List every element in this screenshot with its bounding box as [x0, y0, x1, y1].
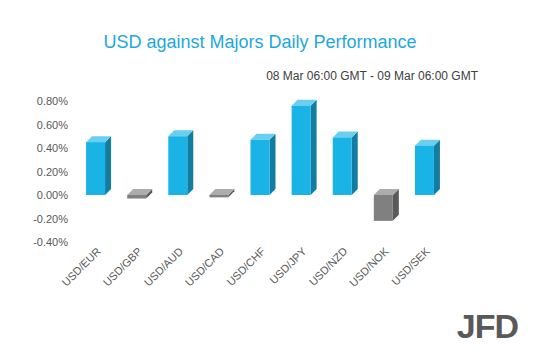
bar-side: [352, 131, 358, 195]
x-tick-label: USD/AUD: [142, 245, 186, 289]
bar-top: [333, 131, 358, 137]
x-tick-label: USD/EUR: [59, 245, 103, 289]
x-tick-label: USD/JPY: [267, 244, 309, 286]
y-tick-label: 0.20%: [37, 166, 68, 178]
x-tick-label: USD/GBP: [101, 245, 144, 288]
bar: [209, 195, 228, 197]
bar: [251, 140, 270, 195]
subtitle: 08 Mar 06:00 GMT - 09 Mar 06:00 GMT: [266, 69, 479, 83]
bar: [292, 106, 311, 195]
bar-side: [311, 100, 317, 195]
y-tick-label: -0.20%: [33, 213, 68, 225]
logo: JFD: [457, 307, 519, 345]
x-tick-label: USD/CHF: [224, 245, 267, 288]
bar-side: [434, 140, 440, 195]
bar-top: [251, 134, 276, 140]
bar: [333, 137, 352, 195]
bar-top: [415, 140, 440, 146]
bar: [374, 195, 393, 221]
bars: [86, 100, 440, 221]
bar: [127, 195, 146, 199]
chart: USD against Majors Daily Performance 08 M…: [0, 0, 538, 352]
bar: [168, 136, 187, 195]
x-tick-label: USD/NZD: [307, 245, 350, 288]
y-tick-label: 0.80%: [37, 95, 68, 107]
bar-top: [168, 130, 193, 136]
bar-top: [292, 100, 317, 106]
y-tick-label: 0.00%: [37, 189, 68, 201]
bar-top: [209, 189, 234, 195]
bar-top: [374, 189, 399, 195]
x-tick-label: USD/NOK: [347, 244, 391, 288]
y-tick-label: -0.40%: [33, 236, 68, 248]
bar-side: [270, 134, 276, 195]
y-tick-label: 0.60%: [37, 119, 68, 131]
bar: [86, 142, 105, 195]
bar-top: [127, 189, 152, 195]
title: USD against Majors Daily Performance: [103, 32, 416, 52]
bar: [415, 146, 434, 195]
bar-top: [86, 136, 111, 142]
bar-side: [187, 130, 193, 195]
y-tick-label: 0.40%: [37, 142, 68, 154]
bar-side: [105, 136, 111, 195]
x-tick-label: USD/CAD: [183, 245, 227, 289]
x-tick-label: USD/SEK: [389, 244, 432, 287]
